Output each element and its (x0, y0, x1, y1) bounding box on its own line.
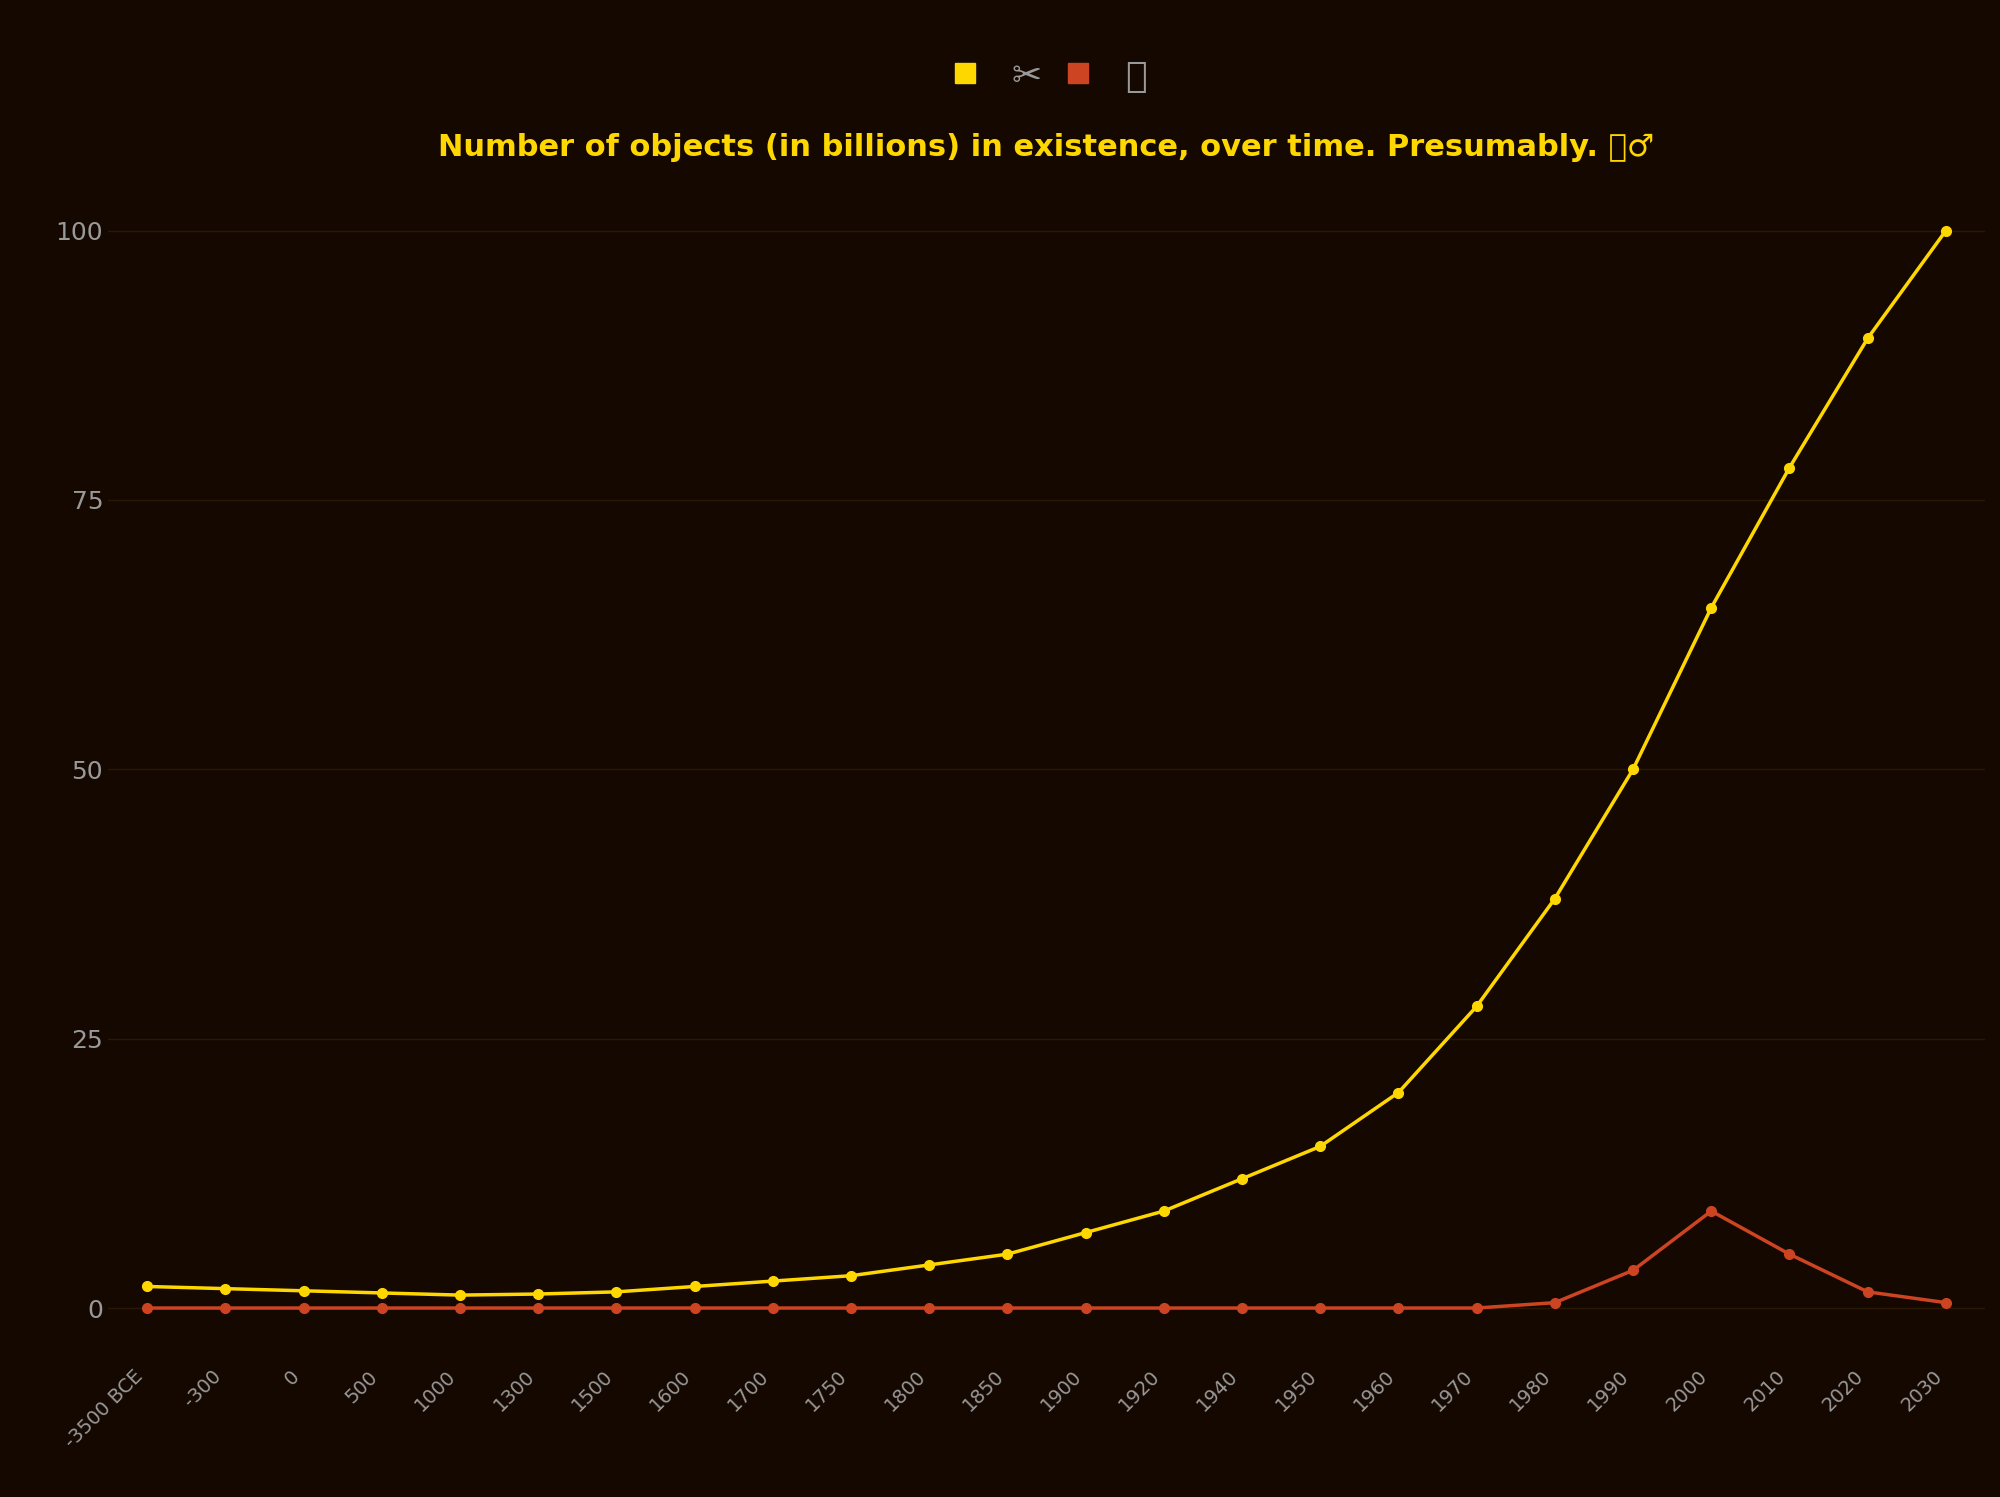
✂️ (604, 1283, 628, 1301)
✂️ (1700, 599, 1724, 617)
💾 (1856, 1283, 1880, 1301)
💾 (448, 1299, 472, 1317)
💾 (1074, 1299, 1098, 1317)
💾 (1542, 1293, 1566, 1311)
✂️ (1152, 1202, 1176, 1220)
💾 (214, 1299, 238, 1317)
💾 (1464, 1299, 1488, 1317)
💾 (1934, 1293, 1958, 1311)
✂️ (526, 1284, 550, 1302)
✂️ (1230, 1169, 1254, 1187)
💾 (682, 1299, 706, 1317)
💾 (370, 1299, 394, 1317)
💾 (1700, 1202, 1724, 1220)
💾 (136, 1299, 160, 1317)
💾 (760, 1299, 784, 1317)
✂️ (292, 1281, 316, 1299)
✂️ (136, 1277, 160, 1295)
✂️ (1542, 889, 1566, 907)
Line: ✂️: ✂️ (142, 226, 1950, 1299)
✂️ (838, 1266, 862, 1284)
💾 (1152, 1299, 1176, 1317)
✂️ (1778, 458, 1802, 476)
💾 (996, 1299, 1020, 1317)
✂️ (1464, 997, 1488, 1015)
💾 (1230, 1299, 1254, 1317)
✂️ (918, 1256, 942, 1274)
💾 (1778, 1246, 1802, 1263)
✂️ (996, 1246, 1020, 1263)
Legend: ✂️, 💾: ✂️, 💾 (928, 40, 1164, 112)
💾 (292, 1299, 316, 1317)
💾 (1308, 1299, 1332, 1317)
💾 (604, 1299, 628, 1317)
💾 (1386, 1299, 1410, 1317)
✂️ (1386, 1084, 1410, 1102)
✂️ (1308, 1138, 1332, 1156)
✂️ (1074, 1223, 1098, 1241)
✂️ (760, 1272, 784, 1290)
✂️ (682, 1277, 706, 1295)
✂️ (1856, 329, 1880, 347)
Title: Number of objects (in billions) in existence, over time. Presumably. 🤷‍♂️: Number of objects (in billions) in exist… (438, 133, 1654, 162)
✂️ (448, 1286, 472, 1304)
✂️ (1934, 222, 1958, 240)
✂️ (214, 1280, 238, 1298)
💾 (526, 1299, 550, 1317)
💾 (918, 1299, 942, 1317)
✂️ (370, 1284, 394, 1302)
Line: 💾: 💾 (142, 1207, 1950, 1313)
💾 (1622, 1262, 1646, 1280)
💾 (838, 1299, 862, 1317)
✂️ (1622, 760, 1646, 778)
